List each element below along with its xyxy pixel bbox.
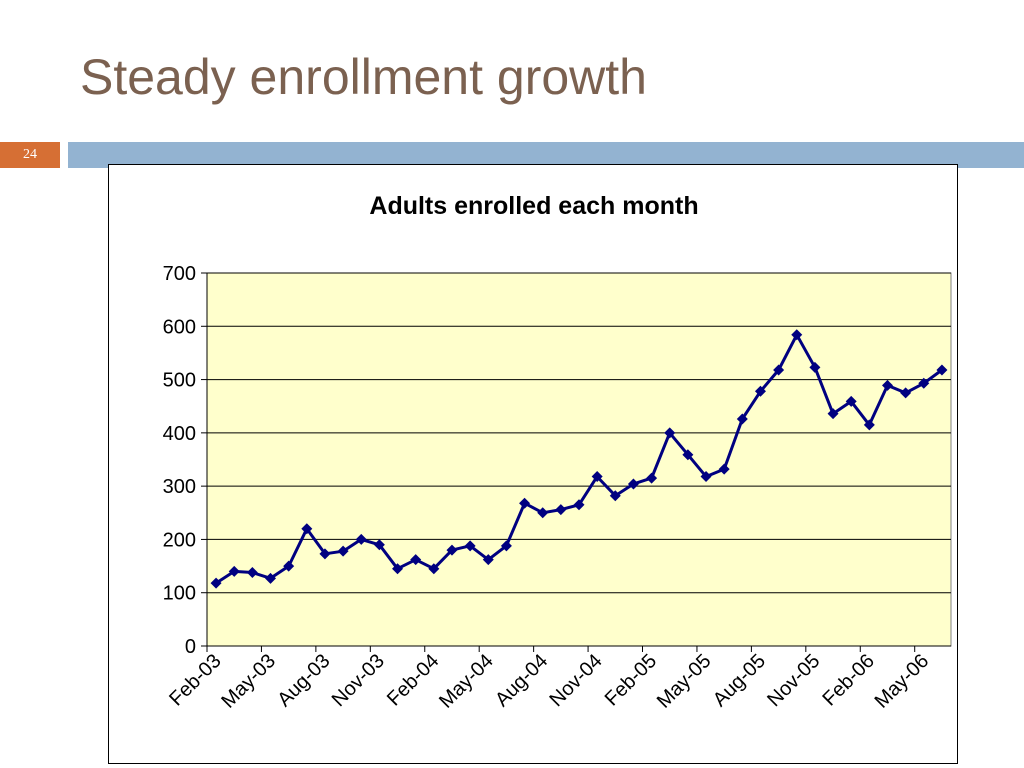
x-tick-label: Nov-04 — [546, 650, 607, 711]
data-point-marker — [646, 472, 658, 484]
data-point-marker — [682, 449, 694, 461]
data-point-marker — [283, 560, 295, 572]
title-divider-band — [68, 142, 1024, 168]
data-point-marker — [301, 523, 313, 535]
y-tick-label: 100 — [163, 583, 196, 605]
data-point-marker — [210, 577, 222, 589]
data-point-marker — [827, 408, 839, 420]
x-tick-label: Feb-05 — [601, 650, 661, 710]
data-point-marker — [936, 364, 948, 376]
data-point-marker — [773, 364, 785, 376]
x-tick-label: May-03 — [217, 650, 280, 713]
data-point-marker — [700, 471, 712, 483]
data-point-marker — [446, 544, 458, 556]
data-point-marker — [337, 545, 349, 557]
data-point-marker — [464, 540, 476, 552]
y-tick-label: 0 — [185, 636, 196, 658]
data-point-marker — [519, 497, 531, 509]
chart-title: Adults enrolled each month — [369, 192, 698, 220]
data-point-marker — [355, 533, 367, 545]
y-tick-label: 700 — [163, 263, 196, 285]
y-tick-label: 600 — [163, 316, 196, 338]
data-point-marker — [791, 329, 803, 341]
data-point-marker — [591, 471, 603, 483]
gridlines — [207, 272, 951, 594]
enrollment-line-chart: Adults enrolled each month 0 100 200 300 400… — [163, 192, 952, 713]
data-point-marker — [555, 504, 567, 516]
data-point-marker — [664, 427, 676, 439]
data-point-marker — [881, 379, 893, 391]
data-point-marker — [609, 490, 621, 502]
data-point-marker — [265, 572, 277, 584]
x-tick-label: Feb-06 — [819, 650, 879, 710]
x-tick-label: Feb-04 — [383, 650, 443, 710]
data-point-marker — [428, 563, 440, 575]
data-point-marker — [809, 361, 821, 373]
y-tick-label: 500 — [163, 370, 196, 392]
data-point-marker — [736, 413, 748, 425]
data-point-marker — [500, 540, 512, 552]
x-tick-label: Aug-04 — [491, 650, 552, 711]
x-tick-label: Nov-05 — [763, 650, 824, 711]
data-point-marker — [246, 566, 258, 578]
x-tick-label: Nov-03 — [328, 650, 389, 711]
y-tick-label: 200 — [163, 529, 196, 551]
data-point-marker — [392, 563, 404, 575]
x-tick-label: Aug-03 — [273, 650, 334, 711]
y-tick-label: 400 — [163, 423, 196, 445]
data-point-marker — [228, 565, 240, 577]
x-tick-label: Feb-03 — [165, 650, 225, 710]
x-tick-label: May-04 — [435, 650, 498, 713]
chart-frame: Adults enrolled each month 0 100 200 300 400… — [108, 164, 958, 764]
data-point-marker — [918, 377, 930, 389]
data-point-marker — [319, 548, 331, 560]
data-point-marker — [373, 539, 385, 551]
data-point-marker — [845, 395, 857, 407]
data-point-marker — [482, 554, 494, 566]
page-number-badge: 24 — [0, 142, 60, 168]
y-tick-label: 300 — [163, 476, 196, 498]
plot-area — [206, 272, 952, 647]
slide-title: Steady enrollment growth — [80, 49, 647, 105]
data-point-marker — [627, 478, 639, 490]
data-point-marker — [573, 499, 585, 511]
data-point-marker — [900, 387, 912, 399]
x-tick-label: May-05 — [653, 650, 716, 713]
data-point-marker — [754, 385, 766, 397]
series-enrollment — [210, 329, 948, 589]
data-point-marker — [537, 507, 549, 519]
x-tick-label: Aug-05 — [709, 650, 770, 711]
data-point-marker — [718, 463, 730, 475]
data-point-marker — [863, 419, 875, 431]
x-tick-label: May-06 — [871, 650, 934, 713]
data-point-marker — [410, 554, 422, 566]
